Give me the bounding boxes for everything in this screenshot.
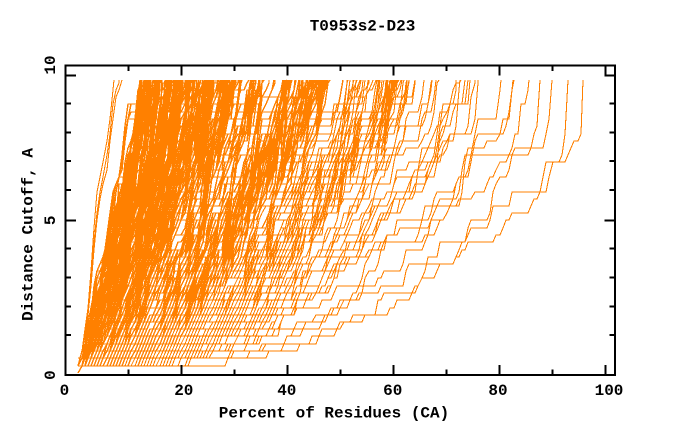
- svg-text:T0953s2-D23: T0953s2-D23: [310, 18, 416, 36]
- svg-text:100: 100: [595, 382, 624, 400]
- svg-text:0: 0: [42, 370, 60, 380]
- svg-text:5: 5: [42, 215, 60, 225]
- svg-text:Distance Cutoff, A: Distance Cutoff, A: [20, 148, 38, 321]
- svg-text:10: 10: [42, 55, 60, 74]
- svg-text:80: 80: [488, 382, 507, 400]
- svg-text:20: 20: [174, 382, 193, 400]
- svg-text:Percent of Residues (CA): Percent of Residues (CA): [219, 405, 449, 423]
- svg-text:0: 0: [60, 382, 70, 400]
- svg-text:40: 40: [277, 382, 296, 400]
- svg-text:60: 60: [383, 382, 402, 400]
